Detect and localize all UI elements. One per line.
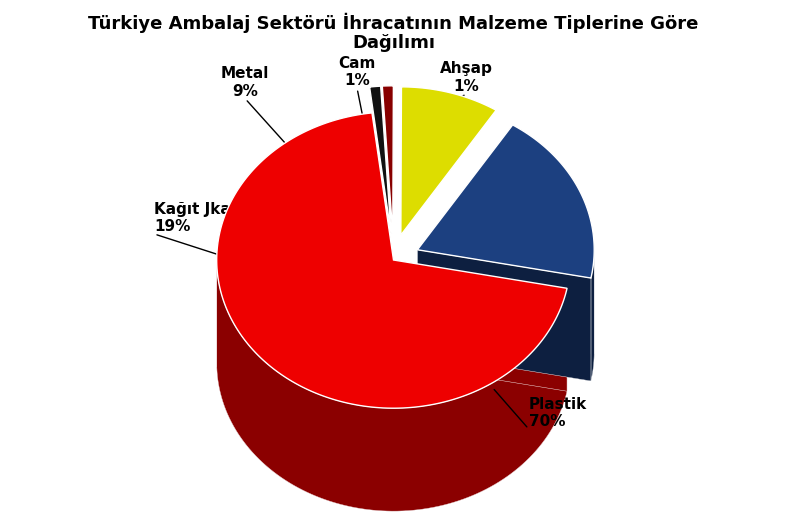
- Text: Türkiye Ambalaj Sektörü İhracatının Malzeme Tiplerine Göre: Türkiye Ambalaj Sektörü İhracatının Malz…: [88, 13, 699, 33]
- Polygon shape: [591, 251, 594, 381]
- Text: Plastik
70%: Plastik 70%: [529, 397, 587, 429]
- Polygon shape: [417, 250, 591, 381]
- Polygon shape: [401, 87, 496, 235]
- Polygon shape: [370, 86, 391, 234]
- Polygon shape: [216, 113, 567, 408]
- Text: Kağıt Jkarton
19%: Kağıt Jkarton 19%: [154, 202, 267, 234]
- Polygon shape: [417, 353, 594, 381]
- Text: Dağılımı: Dağılımı: [352, 34, 435, 52]
- Polygon shape: [382, 86, 394, 234]
- Polygon shape: [216, 363, 567, 511]
- Text: Ahşap
1%: Ahşap 1%: [440, 61, 493, 94]
- Polygon shape: [417, 125, 594, 278]
- Polygon shape: [216, 264, 567, 511]
- Text: Metal
9%: Metal 9%: [221, 67, 269, 99]
- Polygon shape: [394, 260, 567, 391]
- Text: Cam
1%: Cam 1%: [338, 56, 375, 88]
